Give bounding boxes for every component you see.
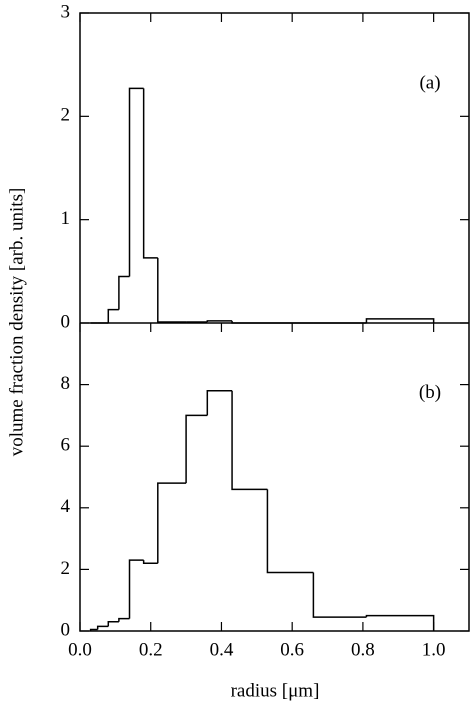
y-tick-label: 6 (61, 435, 71, 456)
histogram-step (118, 617, 130, 622)
histogram-step (266, 489, 314, 574)
histogram-step (365, 614, 435, 631)
y-axis-label: volume fraction density [arb. units] (6, 188, 27, 457)
y-tick-label: 8 (61, 373, 71, 394)
x-axis-label: radius [μm] (231, 680, 320, 701)
histogram-step (157, 482, 187, 564)
histogram-step (206, 320, 233, 322)
panel-label: (a) (419, 73, 440, 94)
x-tick-label: 1.0 (422, 639, 446, 660)
histogram-step (128, 87, 144, 277)
histogram-step (231, 320, 268, 324)
histogram-step (96, 625, 109, 630)
x-tick-label: 0.2 (139, 639, 163, 660)
y-tick-label: 2 (61, 558, 71, 579)
histogram-step (231, 390, 268, 491)
y-tick-label: 1 (61, 208, 71, 229)
histogram-step (365, 318, 435, 323)
y-tick-label: 3 (61, 1, 71, 22)
histogram-step (89, 628, 98, 631)
histogram-step (185, 414, 208, 484)
histogram-step (107, 308, 119, 323)
histogram-step (142, 88, 158, 259)
y-tick-label: 4 (61, 496, 71, 517)
histogram-step (142, 560, 158, 564)
histogram-step (128, 559, 144, 619)
histogram-step (157, 257, 187, 323)
histogram-step (118, 275, 130, 310)
y-tick-label: 0 (61, 311, 71, 332)
x-tick-label: 0.4 (210, 639, 234, 660)
x-tick-label: 0.6 (280, 639, 304, 660)
histogram-step (206, 390, 233, 416)
x-tick-label: 0.0 (68, 639, 92, 660)
panel-label: (b) (419, 382, 441, 403)
y-tick-label: 0 (61, 619, 71, 640)
histogram-step (312, 572, 367, 618)
histogram-step (107, 621, 119, 627)
y-tick-label: 2 (61, 105, 71, 126)
x-tick-label: 0.8 (351, 639, 375, 660)
plot-frame (79, 12, 470, 632)
